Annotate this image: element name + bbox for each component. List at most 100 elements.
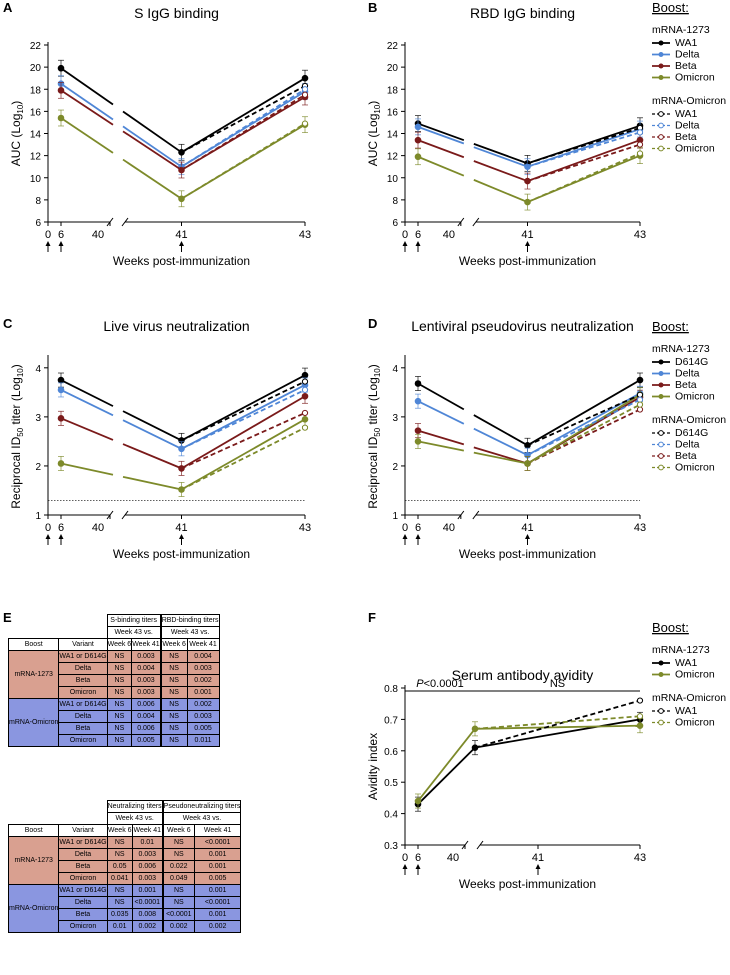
y-tick-label: 6 xyxy=(392,218,398,229)
panel-letter: B xyxy=(368,0,377,15)
y-tick-label: 22 xyxy=(387,41,399,52)
legend-marker-open xyxy=(658,464,664,471)
x-tick-label: 40 xyxy=(447,852,459,864)
value-cell: NS xyxy=(106,698,133,711)
series-segment-dashed xyxy=(181,426,306,491)
boost-label: mRNA-Omicron xyxy=(7,698,60,747)
series-segment xyxy=(473,414,528,447)
series-segment xyxy=(60,417,114,441)
spacer xyxy=(9,813,108,825)
series-segment xyxy=(60,117,114,154)
table-row: mRNA-Omicron WA1 or D614G NS 0.001 NS 0.001 xyxy=(7,884,242,933)
variant-cell: Delta xyxy=(58,662,108,675)
y-tick-label: 4 xyxy=(35,364,41,375)
value-cell: 0.049 xyxy=(162,872,195,885)
value-cell: 0.002 xyxy=(162,920,195,933)
value-cell: 0.004 xyxy=(131,662,161,675)
x-tick-label: 40 xyxy=(92,229,104,241)
x-tick-label: 0 xyxy=(402,852,408,864)
series-segment-dashed xyxy=(527,152,641,203)
legend-group: mRNA-Omicron xyxy=(652,414,726,426)
value-cell: NS xyxy=(106,650,133,663)
y-tick-label: 16 xyxy=(387,107,399,118)
x-tick-label: 0 xyxy=(45,522,51,534)
x-tick-label: 0 xyxy=(45,229,51,241)
boost-label: mRNA-Omicron xyxy=(7,884,60,933)
data-point-open xyxy=(301,86,309,93)
value-cell: 0.041 xyxy=(106,872,133,885)
panel-A: A S IgG binding 6 8 10 12 14 16 18 20 22 0 6 40 41 43 We… xyxy=(3,0,311,268)
variant-cell: Omicron xyxy=(58,734,108,747)
legend-label: WA1 xyxy=(675,705,698,717)
data-point xyxy=(301,74,309,82)
data-point xyxy=(57,460,65,467)
group-title: Pseudoneutralizing titers xyxy=(162,800,242,813)
legend-group: mRNA-Omicron xyxy=(652,692,726,704)
data-point xyxy=(57,87,65,94)
legend-label: Omicron xyxy=(675,143,715,155)
data-point xyxy=(414,397,422,405)
sig-label-right: NS xyxy=(550,678,565,690)
value-cell: 0.035 xyxy=(106,908,133,921)
value-cell: 0.001 xyxy=(186,686,220,699)
variant-cell: WA1 or D614G xyxy=(58,836,108,849)
data-point xyxy=(57,415,65,422)
value-cell: 0.005 xyxy=(193,872,242,885)
series-segment xyxy=(417,429,465,446)
arrow-head xyxy=(415,864,421,869)
data-point xyxy=(57,376,65,384)
legend-label: Beta xyxy=(675,131,697,143)
panel-title: Live virus neutralization xyxy=(103,318,249,334)
variant-cell: Beta xyxy=(58,674,108,687)
series-segment xyxy=(122,158,183,200)
series-segment-dashed xyxy=(181,380,306,442)
series-segment-dashed xyxy=(181,412,306,470)
series-segment-dashed xyxy=(181,122,306,200)
series-segment xyxy=(60,67,114,106)
x-tick-label: 41 xyxy=(521,522,533,534)
axis-break xyxy=(121,217,129,227)
series-segment-dashed xyxy=(181,389,306,450)
variant-cell: Delta xyxy=(58,896,108,909)
table-row: mRNA-Omicron WA1 or D614G NS 0.006 NS 0.002 xyxy=(7,698,220,747)
y-tick-label: 14 xyxy=(387,130,399,141)
variant-cell: Beta xyxy=(58,860,108,873)
value-cell: NS xyxy=(162,836,195,849)
legend-label: Beta xyxy=(675,60,697,72)
variant-cell: WA1 or D614G xyxy=(58,698,108,711)
legend-top: Boost:mRNA-1273WA1DeltaBetaOmicronmRNA-O… xyxy=(652,0,726,155)
data-point xyxy=(636,722,644,729)
series-segment-dashed xyxy=(474,699,641,749)
y-axis-label: AUC (Log10) xyxy=(366,101,382,167)
y-tick-label: 20 xyxy=(387,63,399,74)
table-row: mRNA-1273 WA1 or D614G NS 0.01 NS <0.0001 xyxy=(7,836,242,885)
y-tick-label: 18 xyxy=(30,85,42,96)
series-segment xyxy=(60,82,114,121)
x-tick-label: 6 xyxy=(415,229,421,241)
value-cell: NS xyxy=(162,848,195,861)
data-point-open xyxy=(301,424,309,431)
y-tick-label: 0.5 xyxy=(384,778,398,789)
series-segment xyxy=(60,462,114,476)
group-title: Neutralizing titers xyxy=(106,800,163,813)
arrow-head xyxy=(415,241,421,246)
series-segment xyxy=(473,146,528,168)
y-tick-label: 2 xyxy=(392,462,398,473)
y-tick-label: 8 xyxy=(35,196,41,207)
series-segment-dashed xyxy=(181,94,306,171)
axis-break xyxy=(472,217,480,227)
series-segment xyxy=(417,400,465,425)
series-segment-dashed xyxy=(181,85,306,154)
series-segment xyxy=(60,89,114,126)
legend-label: WA1 xyxy=(675,37,698,49)
y-tick-label: 1 xyxy=(35,511,41,522)
value-cell: NS xyxy=(160,698,188,711)
value-cell: 0.001 xyxy=(131,884,163,897)
x-tick-label: 41 xyxy=(175,229,187,241)
legend-label: Beta xyxy=(675,379,697,391)
legend-marker-open xyxy=(658,708,664,714)
data-point xyxy=(57,386,65,394)
table-header-row: Boost Variant Week 6 Week 41 Week 6 Week 41 xyxy=(7,824,242,837)
value-cell: NS xyxy=(160,686,188,699)
